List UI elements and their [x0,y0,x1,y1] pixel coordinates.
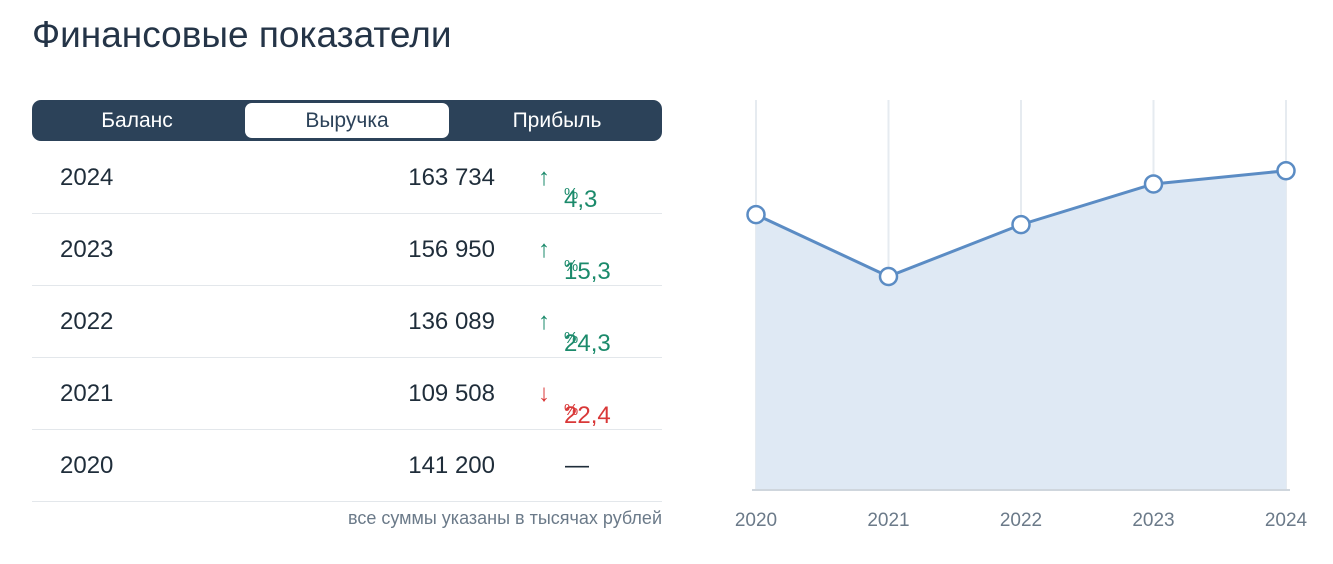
table-row: 2022 136 089 ↑ 24,3% [32,286,662,358]
point [1011,214,1031,235]
year: 2024 [60,164,114,191]
change-unit: % [564,186,579,203]
x-tick-label: 2024 [1265,510,1308,531]
area [756,170,1286,491]
change-value: 24,3 [564,330,611,357]
tab[interactable]: Прибыль [512,108,602,132]
x-tick-label: 2021 [867,510,909,531]
point [1143,174,1164,194]
point [1276,160,1296,181]
trend-arrow: ↑ [538,236,550,263]
trend-arrow: ↑ [538,164,550,191]
trend-arrow: ↓ [538,380,550,407]
table-row: 2024 163 734 ↑ 4,3% [32,142,662,214]
x-tick-label: 2022 [1000,510,1042,531]
point [878,266,899,287]
x-tick-label: 2023 [1132,510,1174,531]
tab[interactable]: Баланс [101,108,173,132]
note: все суммы указаны в тысячах рублей [347,508,662,528]
change-unit: % [564,330,579,347]
table-row: 2023 156 950 ↑ 15,3% [32,214,662,286]
change-unit: % [564,402,579,419]
change-value: 22,4 [564,402,611,429]
change-value: 4,3 [564,186,598,213]
table-row: 2021 109 508 ↓ 22,4% [32,358,662,430]
point [746,204,766,225]
year: 2023 [60,236,114,263]
amount: 141 200 [408,452,495,479]
table: 2024 163 734 ↑ 4,3% 2023 156 950 ↑ 15,3% 2022 136… [32,142,662,502]
tab[interactable]: Выручка [245,103,449,138]
amount: 136 089 [408,308,495,335]
amount: 156 950 [408,236,495,263]
tab-bar: Баланс Выручка Прибыль [32,100,662,141]
amount: 109 508 [408,380,495,407]
trend-arrow: ↑ [538,308,550,335]
year: 2021 [60,380,114,407]
change-value: 15,3 [564,258,611,285]
year: 2022 [60,308,114,335]
change-unit: % [564,258,579,275]
amount: 163 734 [408,164,495,191]
title: Финансовые показатели [32,14,452,55]
change: — [565,452,589,479]
year: 2020 [60,452,114,479]
x-tick-label: 2020 [735,510,777,531]
table-row: 2020 141 200 — [32,430,662,502]
